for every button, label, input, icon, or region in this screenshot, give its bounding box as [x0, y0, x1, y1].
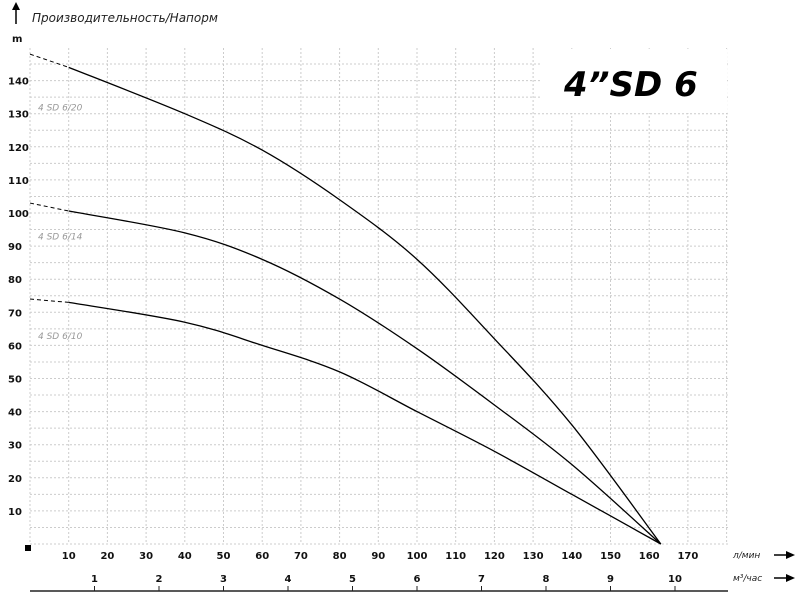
- x-tick-label: 150: [600, 551, 621, 562]
- y-tick-label: 80: [8, 275, 22, 286]
- y-tick-label: 20: [8, 474, 22, 485]
- x-tick-label: 60: [255, 551, 269, 562]
- x2-tick-label: 9: [607, 574, 614, 585]
- x-tick-label: 140: [561, 551, 582, 562]
- series-label: 4 SD 6/14: [38, 232, 83, 242]
- y-tick-label: 10: [8, 507, 22, 518]
- x2-axis-arrow-icon: [774, 574, 795, 582]
- x-tick-label: 170: [677, 551, 698, 562]
- x2-tick-label: 3: [220, 574, 227, 585]
- series-label: 4 SD 6/20: [38, 103, 83, 113]
- series-line: [68, 66, 662, 545]
- y-tick-label: 90: [8, 242, 22, 253]
- x2-tick-label: 8: [543, 574, 550, 585]
- series-line: [68, 301, 662, 545]
- y-tick-label: 110: [8, 176, 29, 187]
- x2-tick-label: 2: [156, 574, 163, 585]
- chart-title: Производительность/Напорм: [32, 11, 218, 25]
- x-tick-label: 80: [333, 551, 347, 562]
- x2-tick-label: 1: [91, 574, 98, 585]
- y-tick-label: 60: [8, 341, 22, 352]
- origin-marker: [25, 545, 31, 551]
- y-axis-label: m: [12, 34, 22, 45]
- y-tick-label: 100: [8, 209, 29, 220]
- x2-tick-label: 7: [478, 574, 485, 585]
- x-tick-label: 20: [100, 551, 114, 562]
- y-tick-label: 40: [8, 408, 22, 419]
- x-tick-label: 120: [484, 551, 505, 562]
- series-label: 4 SD 6/10: [38, 332, 83, 342]
- series-extrapolated-segment: [29, 298, 69, 303]
- y-axis-arrow-icon: [12, 2, 20, 24]
- x-tick-label: 50: [217, 551, 231, 562]
- x2-tick-label: 5: [349, 574, 356, 585]
- x-tick-label: 160: [639, 551, 660, 562]
- y-tick-label: 130: [8, 110, 29, 121]
- grid: [29, 48, 728, 545]
- x-tick-label: 40: [178, 551, 192, 562]
- y-tick-label: 50: [8, 375, 22, 386]
- x-tick-label: 70: [294, 551, 308, 562]
- x2-tick-label: 6: [414, 574, 421, 585]
- y-tick-label: 30: [8, 441, 22, 452]
- y-tick-label: 140: [8, 77, 29, 88]
- series-extrapolated-segment: [29, 53, 69, 68]
- x2-tick-label: 4: [285, 574, 292, 585]
- y-tick-label: 120: [8, 143, 29, 154]
- model-label: 4”SD 6: [563, 65, 698, 105]
- x2-axis-unit-label: м³/час: [733, 574, 762, 584]
- x-tick-label: 10: [62, 551, 76, 562]
- x-axis-unit-label: л/мин: [732, 551, 760, 561]
- x2-tick-label: 10: [668, 574, 682, 585]
- series-line: [68, 210, 662, 545]
- x-tick-label: 30: [139, 551, 153, 562]
- x-tick-label: 110: [445, 551, 466, 562]
- x-tick-label: 130: [523, 551, 544, 562]
- y-tick-label: 70: [8, 308, 22, 319]
- x-tick-label: 90: [371, 551, 385, 562]
- x-tick-label: 100: [407, 551, 428, 562]
- model-label-background: [541, 49, 727, 113]
- series-extrapolated-segment: [29, 202, 69, 212]
- x-axis-arrow-icon: [774, 551, 795, 559]
